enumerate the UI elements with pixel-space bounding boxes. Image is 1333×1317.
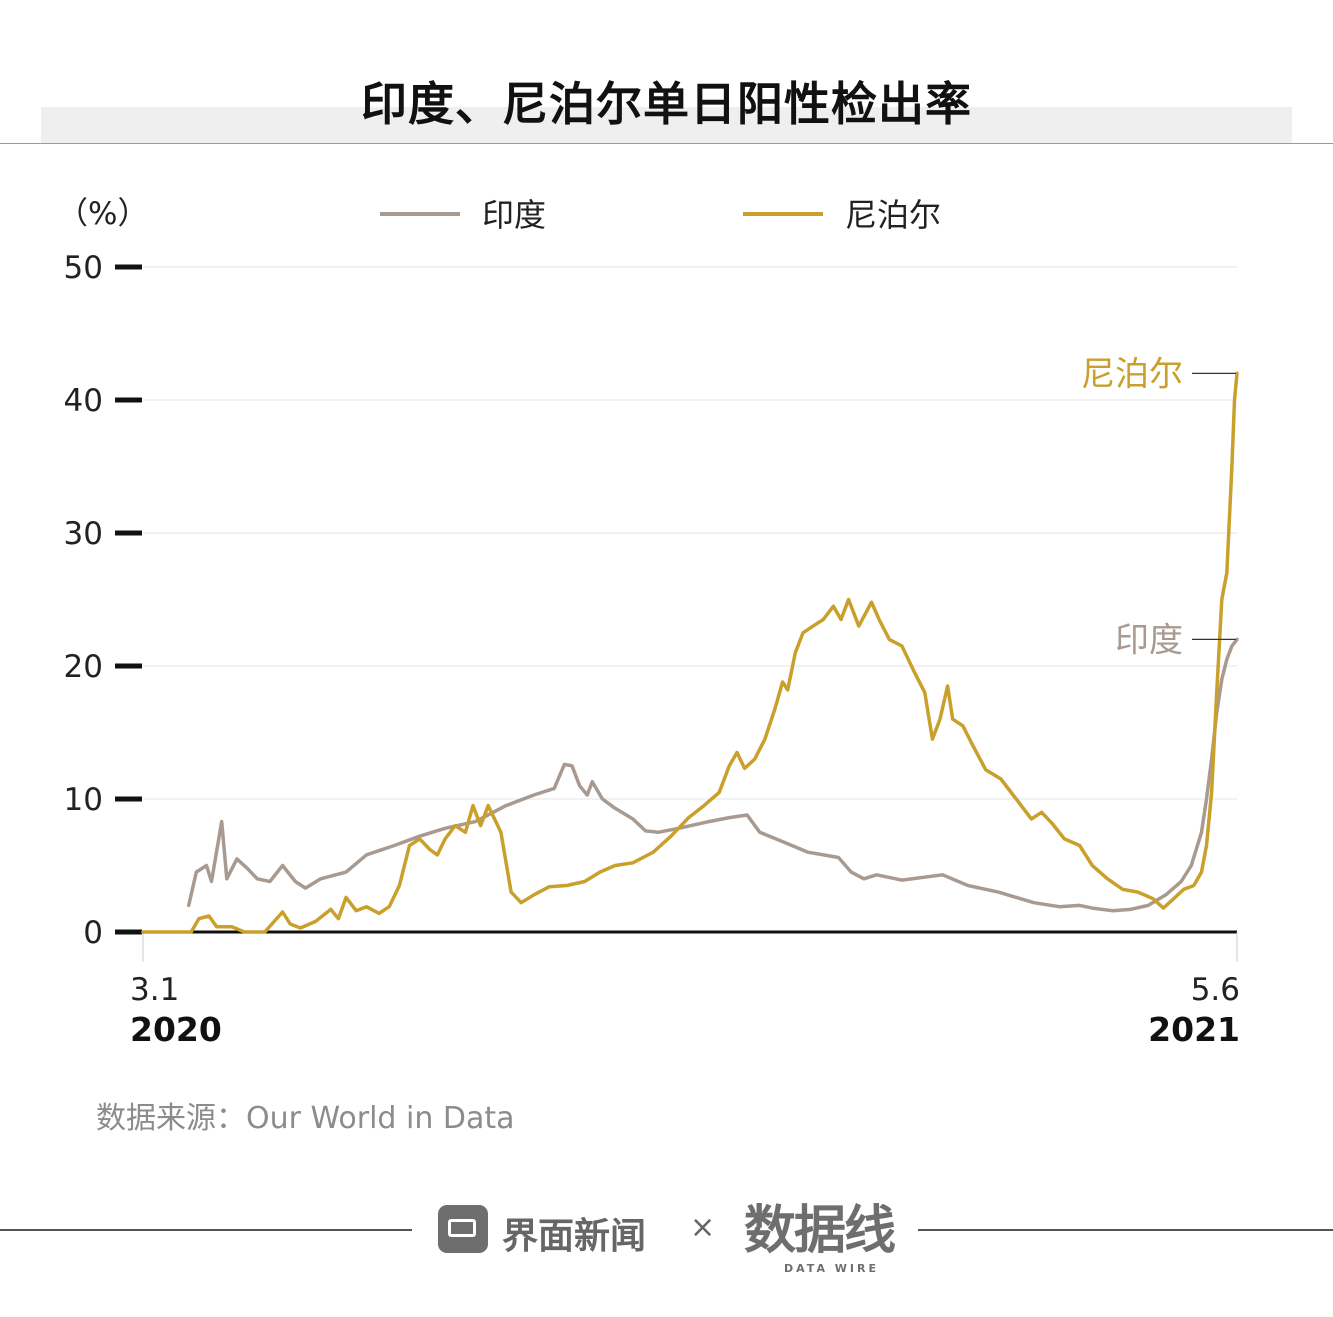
y-tick-label: 0 — [83, 915, 103, 951]
footer-separator: × — [690, 1210, 716, 1245]
x-tick-year: 2021 — [1148, 1010, 1240, 1049]
footer-brand: 界面新闻 — [502, 1216, 647, 1257]
y-tick-label: 10 — [64, 782, 103, 818]
footer-rule-right — [918, 1229, 1333, 1231]
series-end-label: 印度 — [1115, 620, 1183, 660]
title-rule — [0, 143, 1333, 144]
y-tick-label: 40 — [64, 383, 103, 419]
chart-title: 印度、尼泊尔单日阳性检出率 — [361, 77, 972, 131]
x-tick-year: 2020 — [130, 1010, 222, 1049]
y-tick-label: 30 — [64, 516, 103, 552]
x-tick-label: 5.6 — [1191, 972, 1240, 1008]
data-wire-logo-subtitle: DATA WIRE — [784, 1262, 879, 1275]
data-source: 数据来源：Our World in Data — [96, 1101, 515, 1136]
y-tick-label: 50 — [64, 250, 103, 286]
x-tick-label: 3.1 — [130, 972, 179, 1008]
series-line — [186, 637, 1239, 913]
series-end-label: 尼泊尔 — [1081, 354, 1183, 394]
jiemian-logo-icon — [438, 1205, 488, 1253]
series-line — [141, 371, 1239, 934]
legend-label: 尼泊尔 — [845, 196, 941, 234]
data-wire-logo: 数据线 — [744, 1201, 896, 1261]
legend-label: 印度 — [482, 196, 546, 234]
footer-rule-left — [0, 1229, 412, 1231]
title-band — [41, 107, 1292, 143]
y-tick-label: 20 — [64, 649, 103, 685]
y-unit-label: （%） — [57, 196, 148, 232]
